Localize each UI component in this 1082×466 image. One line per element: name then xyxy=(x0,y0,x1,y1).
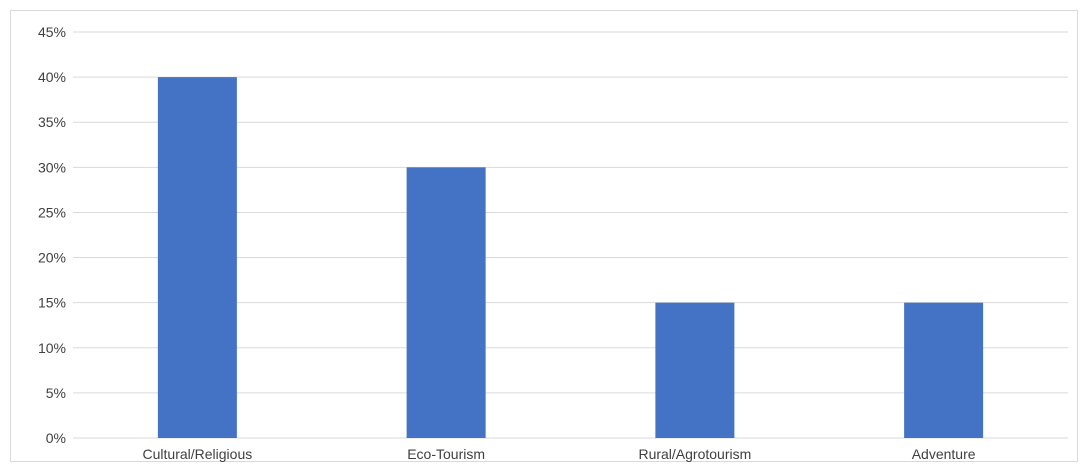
x-axis-category-labels: Cultural/Religious Eco-Tourism Rural/Agrot… xyxy=(143,446,976,462)
y-tick-label: 15% xyxy=(38,295,66,311)
x-category-label: Cultural/Religious xyxy=(143,446,253,462)
y-tick-label: 20% xyxy=(38,250,66,266)
y-tick-label: 35% xyxy=(38,114,66,130)
y-tick-label: 45% xyxy=(38,24,66,40)
x-category-label: Eco-Tourism xyxy=(407,446,485,462)
y-tick-label: 25% xyxy=(38,204,66,220)
y-tick-label: 30% xyxy=(38,159,66,175)
bar-rural-agrotourism xyxy=(655,302,735,438)
x-category-label: Adventure xyxy=(912,446,976,462)
bar-cultural-religious xyxy=(157,77,237,438)
bars xyxy=(157,77,984,439)
gridlines xyxy=(73,31,1068,439)
y-tick-label: 5% xyxy=(46,385,66,401)
x-category-label: Rural/Agrotourism xyxy=(638,446,751,462)
y-tick-label: 10% xyxy=(38,340,66,356)
bar-eco-tourism xyxy=(406,167,486,439)
y-tick-label: 0% xyxy=(46,430,66,446)
y-axis-tick-labels: 0% 5% 10% 15% 20% 25% 30% 35% 40% 45% xyxy=(38,24,66,446)
bar-adventure xyxy=(904,302,984,438)
y-tick-label: 40% xyxy=(38,69,66,85)
